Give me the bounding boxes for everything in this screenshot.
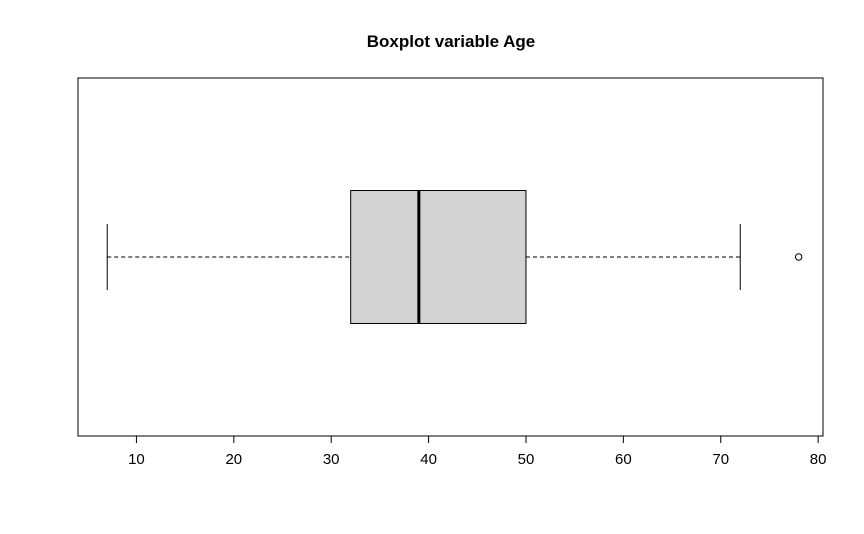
chart-title: Boxplot variable Age bbox=[367, 32, 535, 51]
x-tick-label: 50 bbox=[518, 451, 535, 468]
x-tick-label: 10 bbox=[128, 451, 145, 468]
box-iqr bbox=[350, 190, 527, 324]
boxplot-marks bbox=[106, 190, 803, 324]
x-axis: 10 20 30 40 50 60 70 80 bbox=[128, 435, 827, 468]
x-tick-label: 60 bbox=[615, 451, 632, 468]
x-tick-label: 80 bbox=[810, 451, 827, 468]
outlier-point bbox=[794, 253, 803, 261]
x-tick-label: 30 bbox=[323, 451, 340, 468]
x-tick-label: 20 bbox=[225, 451, 242, 468]
x-tick-label: 70 bbox=[712, 451, 729, 468]
x-tick-label: 40 bbox=[420, 451, 437, 468]
